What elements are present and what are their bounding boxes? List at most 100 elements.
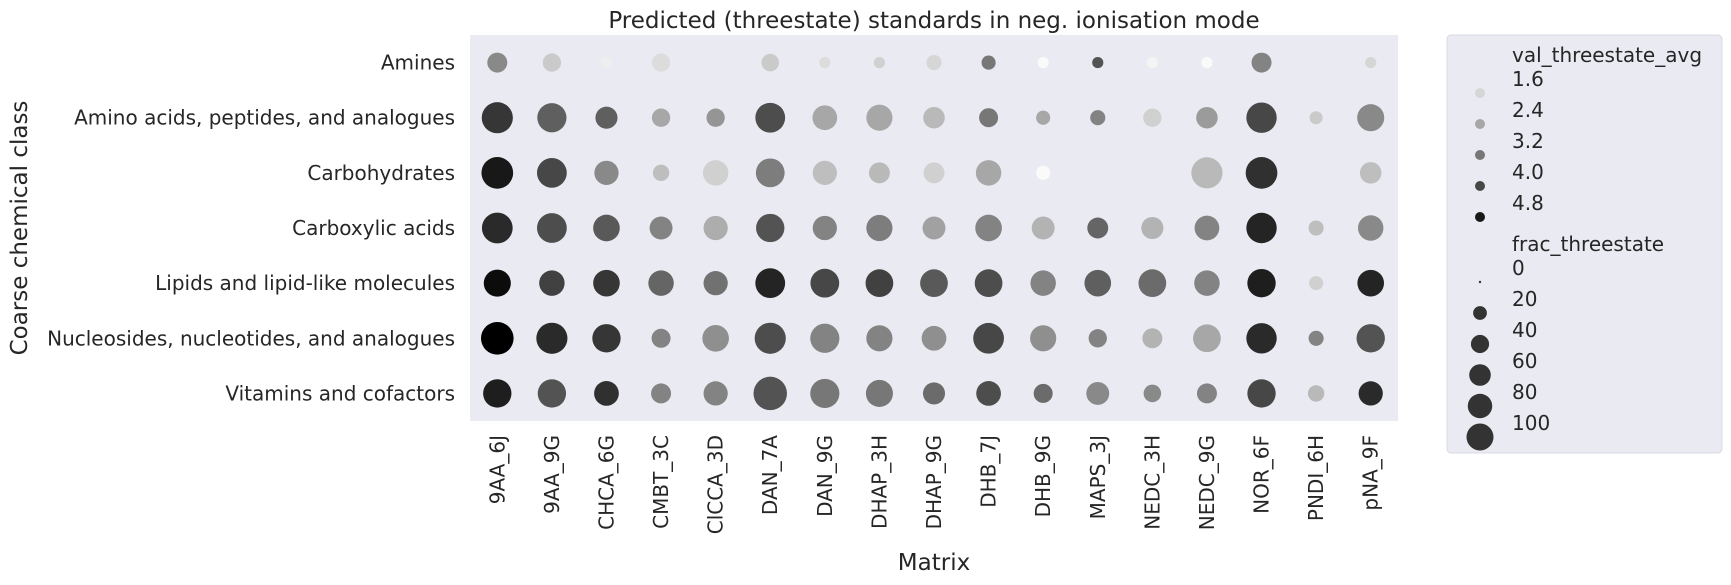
x-tick-label: PNDI_6H	[1304, 435, 1328, 521]
data-point	[481, 212, 513, 244]
data-point	[706, 108, 725, 127]
legend-size-label: 100	[1512, 411, 1550, 435]
data-point	[651, 108, 671, 127]
data-point	[539, 270, 565, 296]
data-point	[487, 52, 508, 73]
legend-color-swatch	[1475, 119, 1485, 129]
legend-size-swatch	[1470, 334, 1490, 354]
x-tick-label: NEDC_3H	[1140, 435, 1164, 530]
y-axis-label: Coarse chemical class	[7, 101, 33, 356]
legend-color-label: 4.0	[1512, 160, 1544, 184]
data-point	[975, 160, 1002, 186]
data-point	[483, 269, 511, 297]
x-tick-label: DHB_7J	[977, 435, 1001, 508]
data-point	[1141, 216, 1164, 240]
x-tick-label: MAPS_3J	[1086, 435, 1110, 519]
x-tick-label: ClCCA_3D	[704, 435, 728, 534]
data-point	[648, 270, 674, 296]
x-axis-label: Matrix	[898, 550, 970, 576]
data-point	[812, 105, 838, 131]
x-tick-label: 9AA_9G	[540, 435, 564, 514]
x-tick-label: CHCA_6G	[594, 435, 618, 530]
data-point	[866, 214, 893, 242]
legend-color-swatch	[1475, 212, 1485, 222]
data-point	[873, 56, 885, 69]
data-point	[1086, 381, 1110, 405]
data-point	[702, 324, 729, 352]
data-point	[866, 325, 893, 352]
data-point	[542, 53, 562, 72]
y-tick-label: Carboxylic acids	[292, 216, 455, 240]
data-point	[1196, 383, 1217, 404]
data-point	[812, 215, 837, 241]
data-point	[703, 381, 728, 406]
data-point	[975, 214, 1002, 242]
data-point	[1251, 52, 1272, 73]
data-point	[536, 322, 568, 354]
legend-size-swatch	[1466, 423, 1494, 451]
data-point	[812, 160, 837, 185]
data-point	[1247, 379, 1276, 408]
legend: val_threestate_avg 1.6 2.4 3.2 4.0 4.8 frac_…	[1446, 34, 1723, 454]
data-point	[592, 324, 621, 353]
data-point	[481, 157, 514, 189]
x-tick-label: DHAP_3H	[867, 435, 891, 529]
data-point	[761, 53, 780, 72]
data-point	[979, 108, 999, 128]
x-tick-label: NEDC_9G	[1195, 435, 1219, 530]
data-point	[1092, 56, 1104, 69]
data-point	[1138, 269, 1167, 298]
data-point	[981, 55, 996, 70]
legend-color-title: val_threestate_avg	[1512, 43, 1702, 67]
data-point	[920, 269, 948, 298]
data-point	[1308, 330, 1324, 346]
legend-color-label: 2.4	[1512, 98, 1544, 122]
data-point	[754, 322, 786, 354]
data-point	[1307, 385, 1325, 402]
data-point	[1030, 270, 1056, 296]
data-point	[593, 214, 620, 242]
data-point	[1365, 56, 1377, 69]
x-tick-label: DHB_9G	[1031, 435, 1055, 517]
data-point	[1037, 56, 1049, 69]
data-point	[1143, 384, 1162, 403]
data-point	[1246, 212, 1277, 244]
y-tick-label: Amino acids, peptides, and analogues	[74, 106, 455, 130]
data-point	[1247, 268, 1276, 298]
data-point	[1357, 269, 1385, 297]
data-points	[480, 52, 1385, 411]
data-point	[755, 158, 785, 188]
data-point	[1357, 215, 1384, 241]
data-point	[1084, 269, 1112, 297]
data-point	[651, 383, 672, 404]
data-point	[1142, 328, 1163, 349]
legend-color-swatch	[1475, 181, 1485, 191]
data-point	[973, 322, 1004, 354]
y-tick-label: Vitamins and cofactors	[225, 381, 455, 405]
data-point	[536, 157, 567, 188]
data-point	[702, 160, 729, 186]
legend-color-label: 1.6	[1512, 67, 1544, 91]
legend-box	[1446, 34, 1723, 454]
x-tick-label: DAN_9G	[813, 435, 837, 517]
data-point	[537, 103, 567, 133]
data-point	[537, 379, 567, 408]
legend-size-title: frac_threestate	[1512, 232, 1664, 256]
legend-color-label: 4.8	[1512, 191, 1544, 215]
x-tick-label: DAN_7A	[758, 435, 782, 515]
data-point	[753, 376, 787, 411]
data-point	[974, 269, 1003, 298]
chart-title: Predicted (threestate) standards in neg.…	[608, 8, 1259, 34]
data-point	[921, 325, 947, 351]
data-point	[923, 162, 945, 184]
data-point	[1036, 165, 1051, 180]
data-point	[1087, 217, 1109, 239]
data-point	[1201, 56, 1213, 69]
data-point	[1194, 270, 1220, 296]
data-point	[1031, 216, 1055, 240]
data-point	[1358, 381, 1383, 406]
x-tick-label: 9AA_6J	[485, 435, 509, 504]
data-point	[926, 55, 942, 71]
data-point	[703, 271, 728, 296]
